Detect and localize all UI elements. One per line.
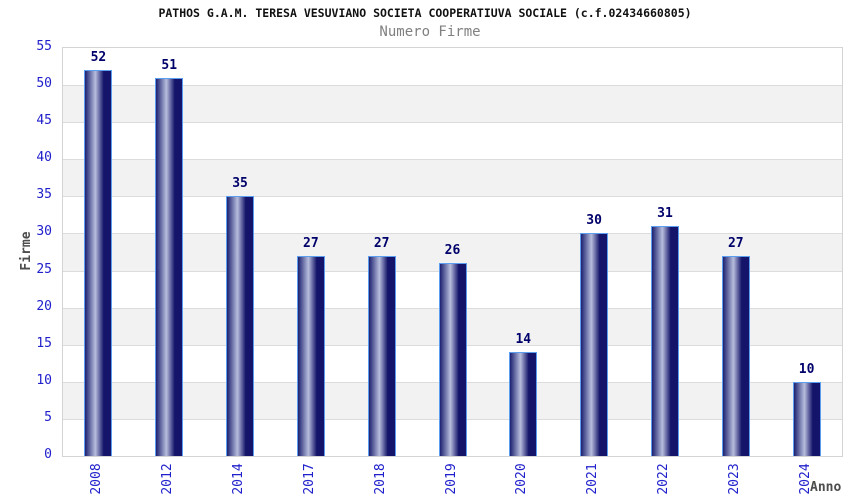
y-tick-label: 20 (36, 298, 52, 314)
plot-band (63, 85, 842, 123)
y-tick-label: 50 (36, 76, 52, 92)
bar-value-label: 27 (373, 235, 390, 251)
bar-value-label: 10 (798, 361, 815, 377)
bar[interactable] (509, 352, 538, 456)
bar[interactable] (792, 381, 821, 456)
y-tick-label: 5 (44, 409, 52, 425)
x-tick-label: 2014 (231, 463, 247, 495)
y-tick-label: 45 (36, 113, 52, 129)
plot-area: 52 51 35 27 27 26 14 30 31 27 10 (62, 47, 843, 457)
plot-band (63, 196, 842, 234)
y-tick-label: 35 (36, 187, 52, 203)
bar[interactable] (650, 226, 679, 456)
x-axis-title: Anno (810, 480, 842, 495)
x-tick-label: 2019 (443, 463, 459, 495)
plot-band (63, 122, 842, 160)
y-tick-label: 10 (36, 372, 52, 388)
chart-title: PATHOS G.A.M. TERESA VESUVIANO SOCIETA C… (158, 6, 692, 20)
y-tick-label: 25 (36, 261, 52, 277)
gridline (63, 159, 842, 161)
bar[interactable] (296, 255, 325, 456)
y-axis-title: Firme (19, 231, 34, 271)
bar[interactable] (155, 77, 184, 456)
bar[interactable] (84, 70, 113, 456)
bar-value-label: 35 (232, 176, 248, 192)
bar[interactable] (721, 255, 750, 456)
bar-value-label: 30 (586, 213, 602, 229)
gridline (63, 122, 842, 124)
gridline (63, 233, 842, 235)
bar[interactable] (438, 263, 467, 456)
y-tick-label: 30 (36, 224, 52, 240)
gridline (63, 196, 842, 198)
x-tick-label: 2012 (160, 463, 176, 495)
bar[interactable] (226, 196, 255, 456)
bar-value-label: 31 (657, 206, 673, 222)
x-tick-label: 2021 (585, 463, 601, 495)
bar-value-label: 14 (515, 332, 532, 348)
x-tick-label: 2008 (89, 463, 105, 495)
x-tick-label: 2020 (514, 463, 530, 495)
x-tick-label: 2018 (372, 463, 388, 495)
bar[interactable] (580, 233, 609, 456)
y-tick-label: 40 (36, 150, 52, 166)
bar-value-label: 27 (303, 235, 319, 251)
y-tick-label: 15 (36, 335, 52, 351)
bar-value-label: 27 (727, 235, 744, 251)
x-tick-label: 2017 (301, 463, 317, 495)
x-tick-label: 2023 (726, 463, 742, 495)
chart-subtitle: Numero Firme (379, 24, 481, 40)
bar-value-label: 51 (161, 57, 178, 73)
bar-value-label: 26 (444, 243, 461, 259)
plot-band (63, 159, 842, 197)
x-tick-label: 2022 (655, 463, 671, 495)
y-tick-label: 0 (44, 447, 52, 462)
plot-band (63, 48, 842, 86)
bar-value-label: 52 (90, 50, 107, 66)
y-tick-label: 55 (36, 39, 52, 54)
bar[interactable] (367, 255, 396, 456)
gridline (63, 85, 842, 87)
